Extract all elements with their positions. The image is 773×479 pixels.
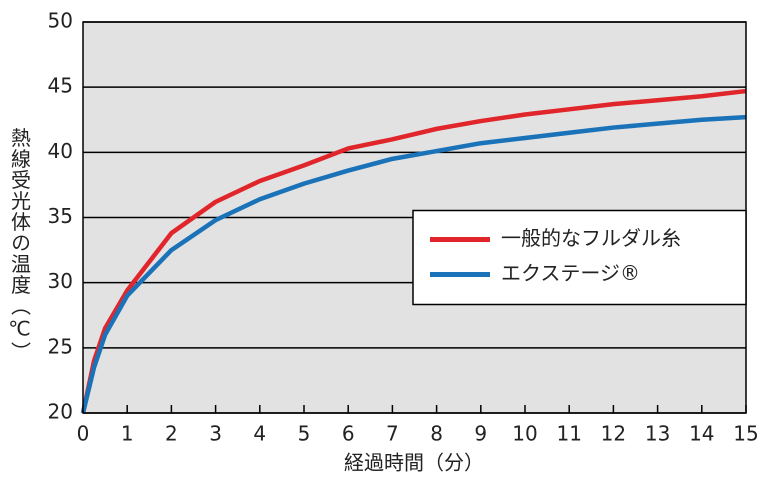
x-tick-label: 10 xyxy=(512,422,537,446)
series-line xyxy=(80,88,747,414)
x-tick-label: 1 xyxy=(121,422,134,446)
x-tick-label: 4 xyxy=(253,422,266,446)
series-line xyxy=(80,114,747,414)
y-tick-label: 50 xyxy=(48,9,73,33)
x-tick-label: 15 xyxy=(733,422,758,446)
y-tick-label: 35 xyxy=(48,204,73,228)
legend-label: エクステージ® xyxy=(501,261,640,285)
y-axis-label: 熱線受光体の温度（℃） xyxy=(8,127,32,362)
x-tick-label: 9 xyxy=(474,422,487,446)
x-tick-label: 3 xyxy=(209,422,222,446)
x-tick-label: 7 xyxy=(386,422,399,446)
x-tick-label: 0 xyxy=(77,422,90,446)
y-tick-label: 25 xyxy=(48,334,73,358)
legend-label: 一般的なフルダル糸 xyxy=(501,226,681,250)
x-tick-label: 13 xyxy=(645,422,670,446)
y-tick-label: 45 xyxy=(48,74,73,98)
x-axis-label: 経過時間（分） xyxy=(344,451,484,475)
legend-box xyxy=(412,209,747,306)
x-tick-label: 8 xyxy=(430,422,443,446)
x-tick-label: 11 xyxy=(556,422,581,446)
x-tick-label: 6 xyxy=(342,422,355,446)
y-tick-label: 20 xyxy=(48,400,73,424)
y-tick-label: 40 xyxy=(48,139,73,163)
y-tick-label: 30 xyxy=(48,269,73,293)
x-tick-label: 2 xyxy=(165,422,178,446)
x-tick-label: 5 xyxy=(298,422,311,446)
x-tick-label: 14 xyxy=(689,422,714,446)
x-tick-label: 12 xyxy=(601,422,626,446)
